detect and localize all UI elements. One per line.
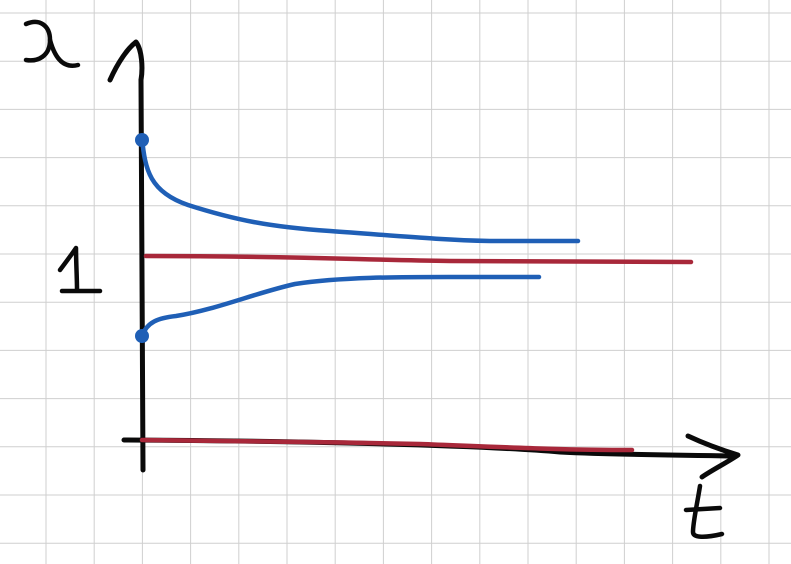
tick-label-1: 1	[57, 245, 103, 294]
blue-curve-from-above-start-dot	[135, 133, 149, 147]
blue-curve-from-below-start-dot	[135, 329, 149, 343]
red-equilibrium-line-at-0	[139, 437, 635, 453]
blue-curve-from-above	[139, 135, 581, 244]
horizontal-axis-label: t	[683, 483, 725, 539]
blue-curve-from-below	[139, 274, 542, 339]
red-equilibrium-line-at-1	[143, 253, 694, 265]
vertical-axis-arrowhead	[107, 39, 145, 83]
horizontal-axis-arrowhead	[685, 433, 741, 480]
vertical-axis-label: x	[23, 19, 81, 68]
